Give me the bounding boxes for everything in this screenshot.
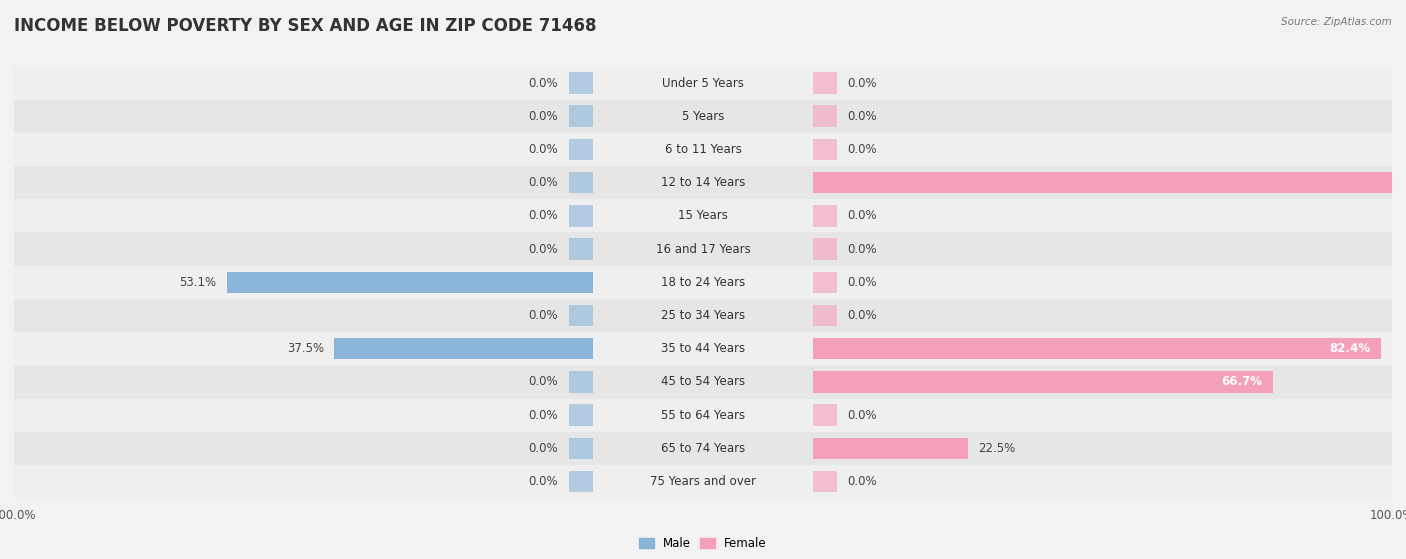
Text: 0.0%: 0.0% <box>848 276 877 289</box>
Bar <box>813 371 1272 393</box>
Bar <box>813 172 1406 193</box>
Text: INCOME BELOW POVERTY BY SEX AND AGE IN ZIP CODE 71468: INCOME BELOW POVERTY BY SEX AND AGE IN Z… <box>14 17 596 35</box>
Bar <box>568 305 593 326</box>
Text: 25 to 34 Years: 25 to 34 Years <box>661 309 745 322</box>
Bar <box>14 465 1392 498</box>
Text: 0.0%: 0.0% <box>529 143 558 156</box>
Bar <box>14 432 1392 465</box>
Bar <box>568 205 593 227</box>
Text: 0.0%: 0.0% <box>848 309 877 322</box>
Text: 0.0%: 0.0% <box>848 143 877 156</box>
Text: 0.0%: 0.0% <box>848 243 877 255</box>
Bar <box>813 139 838 160</box>
Bar <box>226 272 593 293</box>
Bar <box>14 399 1392 432</box>
Text: 0.0%: 0.0% <box>529 376 558 389</box>
Text: 16 and 17 Years: 16 and 17 Years <box>655 243 751 255</box>
Text: 35 to 44 Years: 35 to 44 Years <box>661 342 745 355</box>
Bar <box>568 106 593 127</box>
Bar <box>813 404 838 426</box>
Text: 53.1%: 53.1% <box>180 276 217 289</box>
Bar <box>568 172 593 193</box>
Text: 0.0%: 0.0% <box>529 77 558 89</box>
Text: 0.0%: 0.0% <box>529 243 558 255</box>
Bar <box>14 100 1392 133</box>
Legend: Male, Female: Male, Female <box>634 532 772 555</box>
Text: 66.7%: 66.7% <box>1222 376 1263 389</box>
Text: 0.0%: 0.0% <box>529 409 558 421</box>
Text: 0.0%: 0.0% <box>848 110 877 123</box>
Bar <box>14 67 1392 100</box>
Bar <box>568 404 593 426</box>
Bar <box>813 238 838 260</box>
Text: Source: ZipAtlas.com: Source: ZipAtlas.com <box>1281 17 1392 27</box>
Text: 0.0%: 0.0% <box>529 309 558 322</box>
Bar <box>14 299 1392 332</box>
Bar <box>335 338 593 359</box>
Text: 0.0%: 0.0% <box>848 475 877 488</box>
Text: 12 to 14 Years: 12 to 14 Years <box>661 176 745 189</box>
Bar <box>14 332 1392 365</box>
Text: 0.0%: 0.0% <box>529 475 558 488</box>
Bar <box>568 72 593 94</box>
Text: 0.0%: 0.0% <box>529 210 558 222</box>
Text: 22.5%: 22.5% <box>979 442 1015 455</box>
Bar <box>14 365 1392 399</box>
Bar <box>813 72 838 94</box>
Text: 0.0%: 0.0% <box>848 77 877 89</box>
Text: 37.5%: 37.5% <box>287 342 323 355</box>
Bar <box>813 106 838 127</box>
Text: 82.4%: 82.4% <box>1330 342 1371 355</box>
Bar <box>14 166 1392 200</box>
Bar <box>813 471 838 492</box>
Bar <box>813 272 838 293</box>
Text: Under 5 Years: Under 5 Years <box>662 77 744 89</box>
Text: 75 Years and over: 75 Years and over <box>650 475 756 488</box>
Bar <box>813 438 969 459</box>
Bar <box>813 338 1381 359</box>
Bar <box>813 205 838 227</box>
Text: 65 to 74 Years: 65 to 74 Years <box>661 442 745 455</box>
Bar <box>14 133 1392 166</box>
Text: 0.0%: 0.0% <box>529 110 558 123</box>
Text: 0.0%: 0.0% <box>848 409 877 421</box>
Text: 6 to 11 Years: 6 to 11 Years <box>665 143 741 156</box>
Text: 15 Years: 15 Years <box>678 210 728 222</box>
Text: 55 to 64 Years: 55 to 64 Years <box>661 409 745 421</box>
Bar <box>568 139 593 160</box>
Bar <box>14 266 1392 299</box>
Bar <box>14 200 1392 233</box>
Bar <box>568 371 593 393</box>
Bar <box>568 238 593 260</box>
Text: 45 to 54 Years: 45 to 54 Years <box>661 376 745 389</box>
Bar <box>14 233 1392 266</box>
Bar <box>568 438 593 459</box>
Text: 0.0%: 0.0% <box>529 442 558 455</box>
Text: 0.0%: 0.0% <box>529 176 558 189</box>
Text: 5 Years: 5 Years <box>682 110 724 123</box>
Text: 18 to 24 Years: 18 to 24 Years <box>661 276 745 289</box>
Bar <box>813 305 838 326</box>
Bar <box>568 471 593 492</box>
Text: 0.0%: 0.0% <box>848 210 877 222</box>
